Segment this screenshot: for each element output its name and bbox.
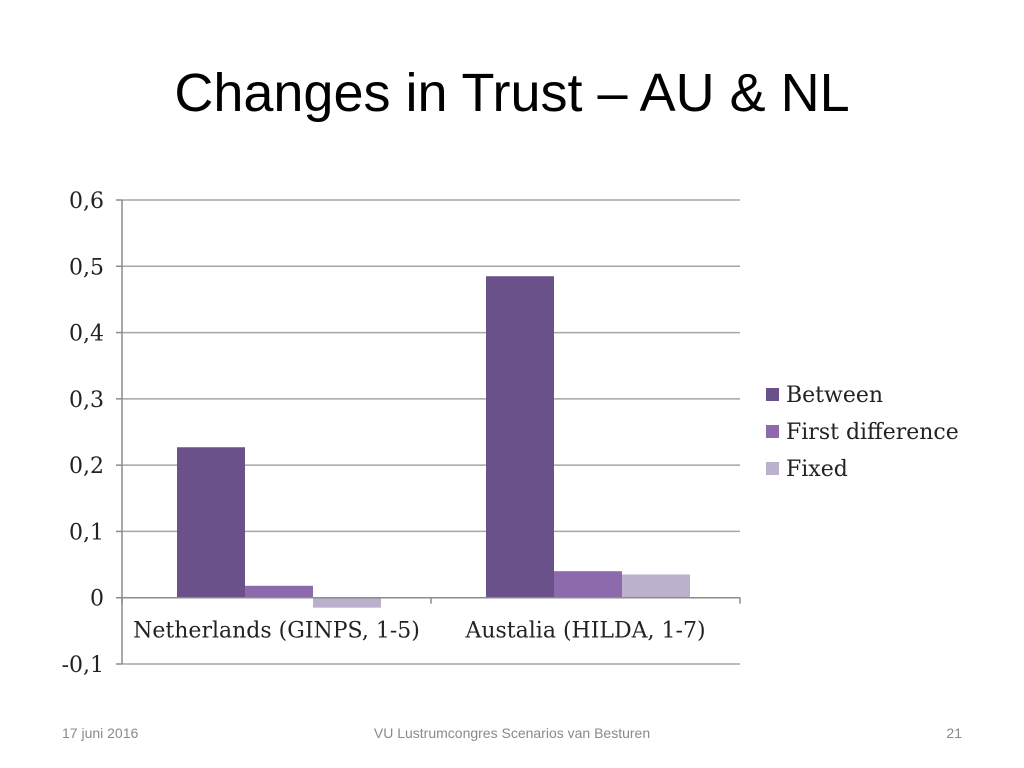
legend-label: Between [786,383,883,408]
legend-swatch [766,388,779,401]
category-label: Netherlands (GINPS, 1-5) [133,619,420,644]
legend-swatch [766,425,779,438]
slide-title: Changes in Trust – AU & NL [174,63,850,123]
category-label: Austalia (HILDA, 1-7) [464,619,705,644]
bar-first-difference [245,585,313,598]
y-tick-label: 0,3 [69,388,104,413]
bar-between [177,447,245,598]
y-tick-label: 0,5 [69,255,104,280]
y-tick-label: 0,1 [69,520,104,545]
bar-first-difference [554,571,622,598]
legend-label: Fixed [786,457,848,482]
footer-presentation-name: VU Lustrumcongres Scenarios van Besturen [373,725,651,741]
bar-between [486,276,554,598]
y-tick-label: 0,4 [69,322,104,347]
footer-date: 17 juni 2016 [62,725,139,741]
legend-swatch [766,462,779,475]
legend-label: First difference [786,420,959,445]
y-tick-label: 0,2 [69,454,104,479]
bar-fixed [313,597,381,608]
page-number: 21 [946,725,962,741]
y-tick-label: 0,6 [69,189,104,214]
y-tick-label: -0,1 [62,653,104,678]
y-tick-label: 0 [90,587,104,612]
bar-fixed [622,574,690,598]
